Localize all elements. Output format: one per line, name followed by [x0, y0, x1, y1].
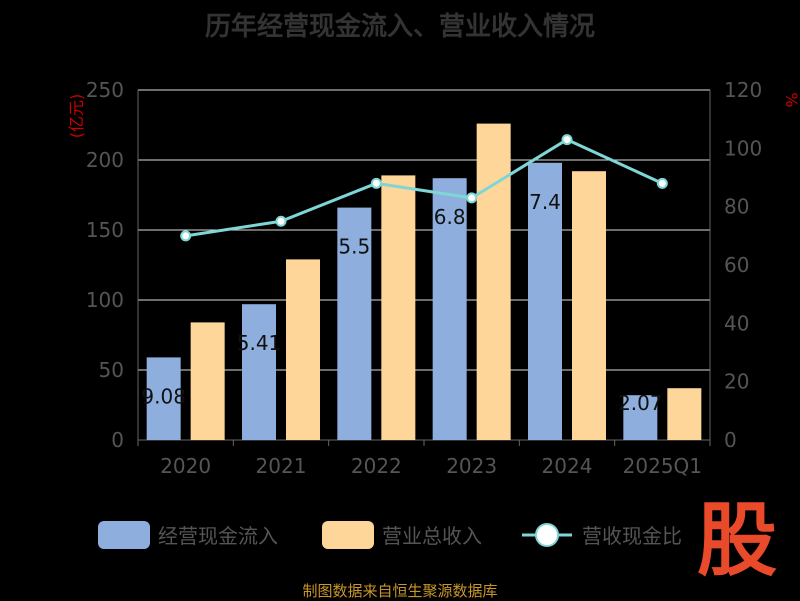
bar-revenue: [572, 171, 606, 440]
legend-swatch-cash: [98, 521, 150, 549]
bar-cash-inflow: [432, 178, 467, 440]
data-label: 2.07: [618, 391, 663, 415]
source-note: 制图数据来自恒生聚源数据库: [302, 582, 498, 600]
bar-cash-inflow: [528, 162, 562, 441]
legend-label-revenue: 营业总收入: [382, 524, 482, 548]
x-tick-label: 2020: [160, 454, 211, 478]
bar-cash-inflow: [146, 357, 181, 440]
data-label: 5.5: [338, 235, 370, 259]
right-tick-label: 0: [724, 428, 737, 452]
logo: 股: [697, 494, 777, 587]
legend-label-cash: 经营现金流入: [158, 524, 278, 548]
left-tick-label: 150: [86, 218, 124, 242]
ratio-point: [370, 177, 382, 189]
left-tick-label: 100: [86, 288, 124, 312]
data-label: 5.41: [237, 331, 282, 355]
bar-revenue: [381, 175, 416, 440]
left-tick-label: 200: [86, 148, 124, 172]
right-tick-label: 100: [724, 136, 762, 160]
data-label: 6.8: [434, 205, 466, 229]
data-label: 7.4: [529, 190, 561, 214]
right-tick-label: 20: [724, 370, 749, 394]
ratio-point: [561, 134, 573, 146]
data-label: 9.08: [141, 384, 186, 408]
chart-title: 历年经营现金流入、营业收入情况: [204, 12, 595, 42]
left-tick-label: 250: [86, 78, 124, 102]
left-axis-unit: (亿元): [67, 94, 86, 139]
ratio-point: [656, 177, 668, 189]
x-tick-label: 2021: [256, 454, 307, 478]
bar-cash-inflow: [623, 395, 658, 440]
ratio-point: [180, 230, 192, 242]
right-tick-label: 120: [724, 78, 762, 102]
ratio-point: [275, 215, 287, 227]
right-axis-unit: %: [782, 92, 800, 107]
x-tick-label: 2023: [446, 454, 497, 478]
bar-cash-inflow: [337, 207, 372, 440]
x-tick-label: 2022: [351, 454, 402, 478]
bar-revenue: [190, 322, 225, 440]
legend-marker-ratio: [535, 523, 559, 547]
left-tick-label: 50: [99, 358, 124, 382]
legend-label-ratio: 营收现金比: [582, 524, 682, 548]
right-tick-label: 40: [724, 311, 749, 335]
ratio-line: [185, 137, 663, 238]
bar-cash-inflow: [242, 304, 276, 440]
x-tick-label: 2025Q1: [623, 454, 702, 478]
bar-revenue: [286, 259, 320, 440]
bar-revenue: [476, 123, 511, 440]
bar-revenue: [667, 388, 702, 440]
ratio-point: [466, 192, 478, 204]
right-tick-label: 80: [724, 195, 749, 219]
left-tick-label: 0: [111, 428, 124, 452]
x-tick-label: 2024: [542, 454, 593, 478]
legend-swatch-revenue: [322, 521, 374, 549]
right-tick-label: 60: [724, 253, 749, 277]
